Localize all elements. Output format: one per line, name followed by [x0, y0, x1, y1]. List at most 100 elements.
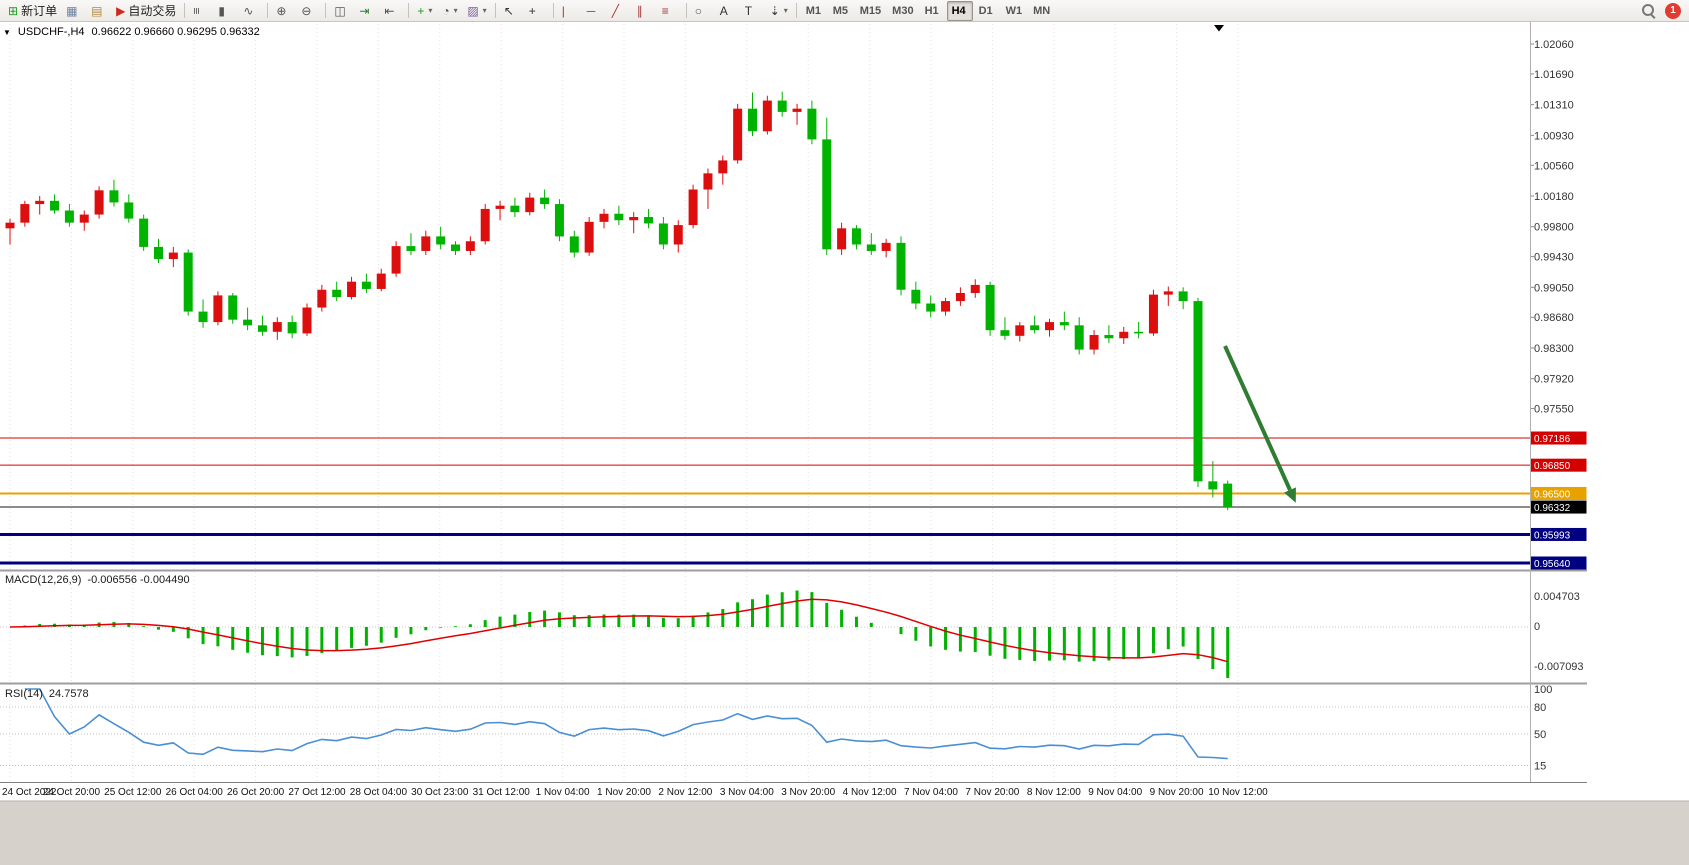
timeframe-mn-button[interactable]: MN [1033, 4, 1051, 17]
candle-body [124, 202, 134, 219]
one-click-trading-toggle-icon[interactable]: ▼ [3, 27, 11, 37]
toolbar-separator [325, 3, 327, 18]
rsi-indicator-label: RSI(14) 24.7578 [5, 688, 89, 700]
time-axis-label: 10 Nov 12:00 [1208, 787, 1268, 798]
zoom-in-button[interactable]: ⊕ [272, 1, 296, 21]
arrows-button[interactable]: ⇣ ▾ [766, 1, 792, 21]
timeframe-m1-button[interactable]: M1 [805, 4, 822, 17]
candle-body [777, 100, 787, 112]
search-icon[interactable] [1641, 3, 1656, 18]
vertical-line-button[interactable]: | [558, 1, 582, 21]
candle-body [955, 292, 965, 302]
channel-button[interactable]: ∥ [633, 1, 657, 21]
candle-body [421, 236, 431, 251]
macd-axis-label: 0.004703 [1534, 591, 1580, 603]
line-chart-button[interactable]: ∿ [239, 1, 263, 21]
candle-body [1134, 331, 1144, 334]
arrows-dropdown-icon[interactable]: ▾ [783, 6, 788, 15]
bars-chart-icon: ≡ [189, 6, 204, 15]
time-axis-label: 27 Oct 12:00 [288, 787, 346, 798]
price-line-badge-label: 0.96332 [1534, 503, 1571, 514]
timeframe-m15-button[interactable]: M15 [859, 4, 882, 17]
line-chart-icon: ∿ [243, 3, 254, 18]
horizontal-line-icon: ─ [586, 3, 596, 18]
candle-body [243, 319, 253, 326]
candlestick-chart-button[interactable]: ▮ [214, 1, 238, 21]
candle-body [614, 213, 624, 221]
toolbar-separator [494, 3, 496, 18]
macd-signal-line [9, 598, 1228, 663]
text-icon: A [719, 3, 728, 18]
zoom-in-icon: ⊕ [276, 3, 287, 18]
candle-body [50, 200, 60, 211]
candle-body [510, 205, 520, 213]
candle-body [599, 213, 609, 222]
channel-icon: ∥ [636, 3, 643, 18]
timeframe-h1-button[interactable]: H1 [924, 4, 939, 17]
fibonacci-button[interactable]: ≡ [658, 1, 682, 21]
indicators-button[interactable]: + ▾ [413, 1, 437, 21]
toolbar-separator [795, 3, 797, 18]
bars-chart-button[interactable]: ≡ [189, 1, 213, 21]
crosshair-icon: + [528, 3, 536, 18]
timeframe-m30-button[interactable]: M30 [892, 4, 914, 17]
rsi-axis-label: 100 [1534, 684, 1552, 696]
indicators-dropdown-icon[interactable]: ▾ [428, 6, 433, 15]
new-order-button[interactable]: ⊞ 新订单 [4, 1, 61, 21]
cursor-button[interactable]: ↖ [500, 1, 524, 21]
candle-body [540, 197, 550, 205]
new-chart-button[interactable]: ▦ [62, 1, 86, 21]
templates-button[interactable]: ▨ ▾ [463, 1, 490, 21]
price-line-badge [1530, 556, 1587, 570]
timeframe-d1-button[interactable]: D1 [978, 4, 993, 17]
candle-body [317, 289, 327, 308]
crosshair-button[interactable]: + [525, 1, 549, 21]
chart-shift-button[interactable]: ⇤ [380, 1, 404, 21]
candle-body [109, 190, 119, 203]
symbol-header: ▼ USDCHF-,H4 0.96622 0.96660 0.96295 0.9… [3, 26, 260, 38]
macd-name: MACD(12,26,9) [5, 574, 82, 586]
autotrading-button[interactable]: ▶ 自动交易 [112, 1, 180, 21]
trend-arrow[interactable] [1223, 345, 1292, 491]
horizontal-line-button[interactable]: ─ [583, 1, 607, 21]
toolbar-buttons: ⊞ 新订单 ▦ ▤ ▶ 自动交易 ≡ ▮ ∿ ⊕ ⊖ ◫ ⇥ ⇤ + ▾ ◔ ▾ ▨ ▾ ↖ + | ─ ╱ ∥ ≡ ○ A T ⇣ ▾ M1 M… [4, 0, 1055, 21]
price-line-badge [1530, 431, 1587, 445]
tile-windows-button[interactable]: ◫ [330, 1, 354, 21]
templates-dropdown-icon[interactable]: ▾ [482, 6, 487, 15]
candle-body [688, 189, 698, 226]
time-axis-label: 30 Oct 23:00 [411, 787, 469, 798]
time-axis-label: 28 Oct 04:00 [350, 787, 408, 798]
auto-scroll-icon: ⇥ [359, 3, 370, 18]
chart-canvas[interactable]: 1.02060 1.01690 1.01310 1.00930 1.00560 1.001… [0, 22, 1689, 865]
candle-body [837, 228, 847, 250]
candle-body [20, 204, 30, 223]
price-line-badge [1530, 527, 1587, 541]
candle-body [584, 221, 594, 253]
zoom-out-button[interactable]: ⊖ [297, 1, 321, 21]
time-axis-label: 3 Nov 20:00 [781, 787, 835, 798]
timeframe-w1-button[interactable]: W1 [1005, 4, 1023, 17]
zoom-out-icon: ⊖ [301, 3, 312, 18]
toolbar-separator [184, 3, 186, 18]
profiles-button[interactable]: ▤ [87, 1, 111, 21]
time-axis-label: 2 Nov 12:00 [658, 787, 712, 798]
timeframe-m5-button[interactable]: M5 [832, 4, 849, 17]
text-button[interactable]: A [716, 1, 740, 21]
text-label-button[interactable]: T [741, 1, 765, 21]
periods-dropdown-icon[interactable]: ▾ [453, 6, 458, 15]
timeframe-h4-button[interactable]: H4 [946, 0, 973, 21]
candle-body [228, 295, 238, 320]
periods-button[interactable]: ◔ ▾ [438, 1, 462, 21]
toolbar-separator [685, 3, 687, 18]
shapes-button[interactable]: ○ [691, 1, 715, 21]
trendline-button[interactable]: ╱ [608, 1, 632, 21]
chart-shift-marker[interactable] [1214, 25, 1224, 32]
toolbar-separator [408, 3, 410, 18]
candle-body [1148, 294, 1158, 334]
candle-body [465, 241, 475, 251]
auto-scroll-button[interactable]: ⇥ [355, 1, 379, 21]
price-axis-label: 0.99800 [1534, 222, 1574, 234]
candle-body [644, 216, 654, 224]
arrows-icon: ⇣ [769, 3, 780, 18]
notification-badge[interactable]: 1 [1665, 2, 1681, 19]
